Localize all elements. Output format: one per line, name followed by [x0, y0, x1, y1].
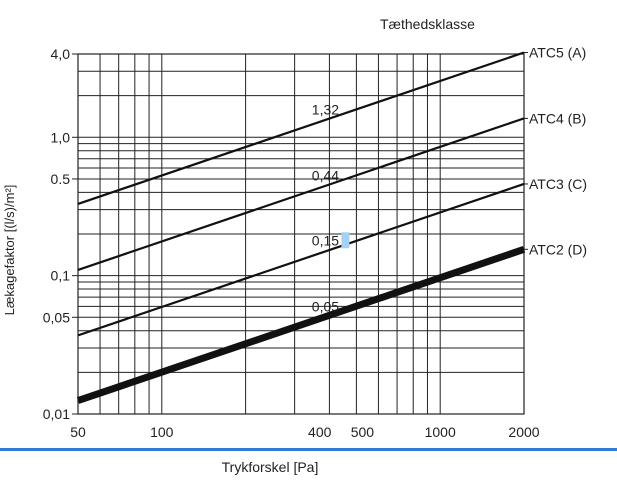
value-label: 1,32	[312, 102, 339, 118]
legend-title: Tæthedsklasse	[380, 16, 475, 32]
bottom-rule	[0, 448, 617, 451]
x-tick-label: 400	[308, 424, 332, 440]
value-label: 0,15	[312, 232, 339, 248]
series-line	[77, 182, 525, 337]
x-tick-label: 50	[70, 424, 86, 440]
series-label: ATC2 (D)	[529, 241, 587, 257]
series-label: ATC5 (A)	[529, 45, 586, 61]
x-tick-label: 100	[150, 424, 174, 440]
x-tick-label: 1000	[425, 424, 456, 440]
series-lines	[76, 51, 526, 404]
y-tick-label: 4,0	[51, 46, 71, 62]
series-line	[77, 117, 525, 271]
y-tick-label: 0.5	[51, 171, 71, 187]
y-axis-title: Lækagefaktor [(l/s)/m²]	[2, 185, 17, 316]
series-line	[77, 51, 525, 205]
grid	[72, 52, 528, 415]
plot-frame	[77, 53, 525, 415]
y-tick-label: 0,05	[43, 309, 70, 325]
y-tick-label: 0,01	[43, 406, 70, 422]
x-axis-title-text: Trykforskel [Pa]	[222, 459, 319, 475]
series-label: ATC4 (B)	[529, 110, 586, 126]
value-label-highlight	[341, 232, 350, 249]
x-axis-title-area: Trykforskel [Pa]	[222, 459, 319, 475]
value-label: 0,05	[312, 298, 339, 314]
x-tick-label: 2000	[508, 424, 539, 440]
chart: 0,01 0,05 0,1 0.5 1,0 4,0 50 100 400 500 1000 2000 A…	[2, 16, 587, 440]
series-line	[76, 246, 526, 404]
x-tick-label: 500	[351, 424, 375, 440]
y-tick-label: 1,0	[51, 129, 71, 145]
value-label: 0,44	[312, 168, 339, 184]
y-tick-label: 0,1	[51, 268, 71, 284]
series-label: ATC3 (C)	[529, 176, 587, 192]
chart-labels: 0,01 0,05 0,1 0.5 1,0 4,0 50 100 400 500 1000 2000 A…	[43, 45, 587, 440]
